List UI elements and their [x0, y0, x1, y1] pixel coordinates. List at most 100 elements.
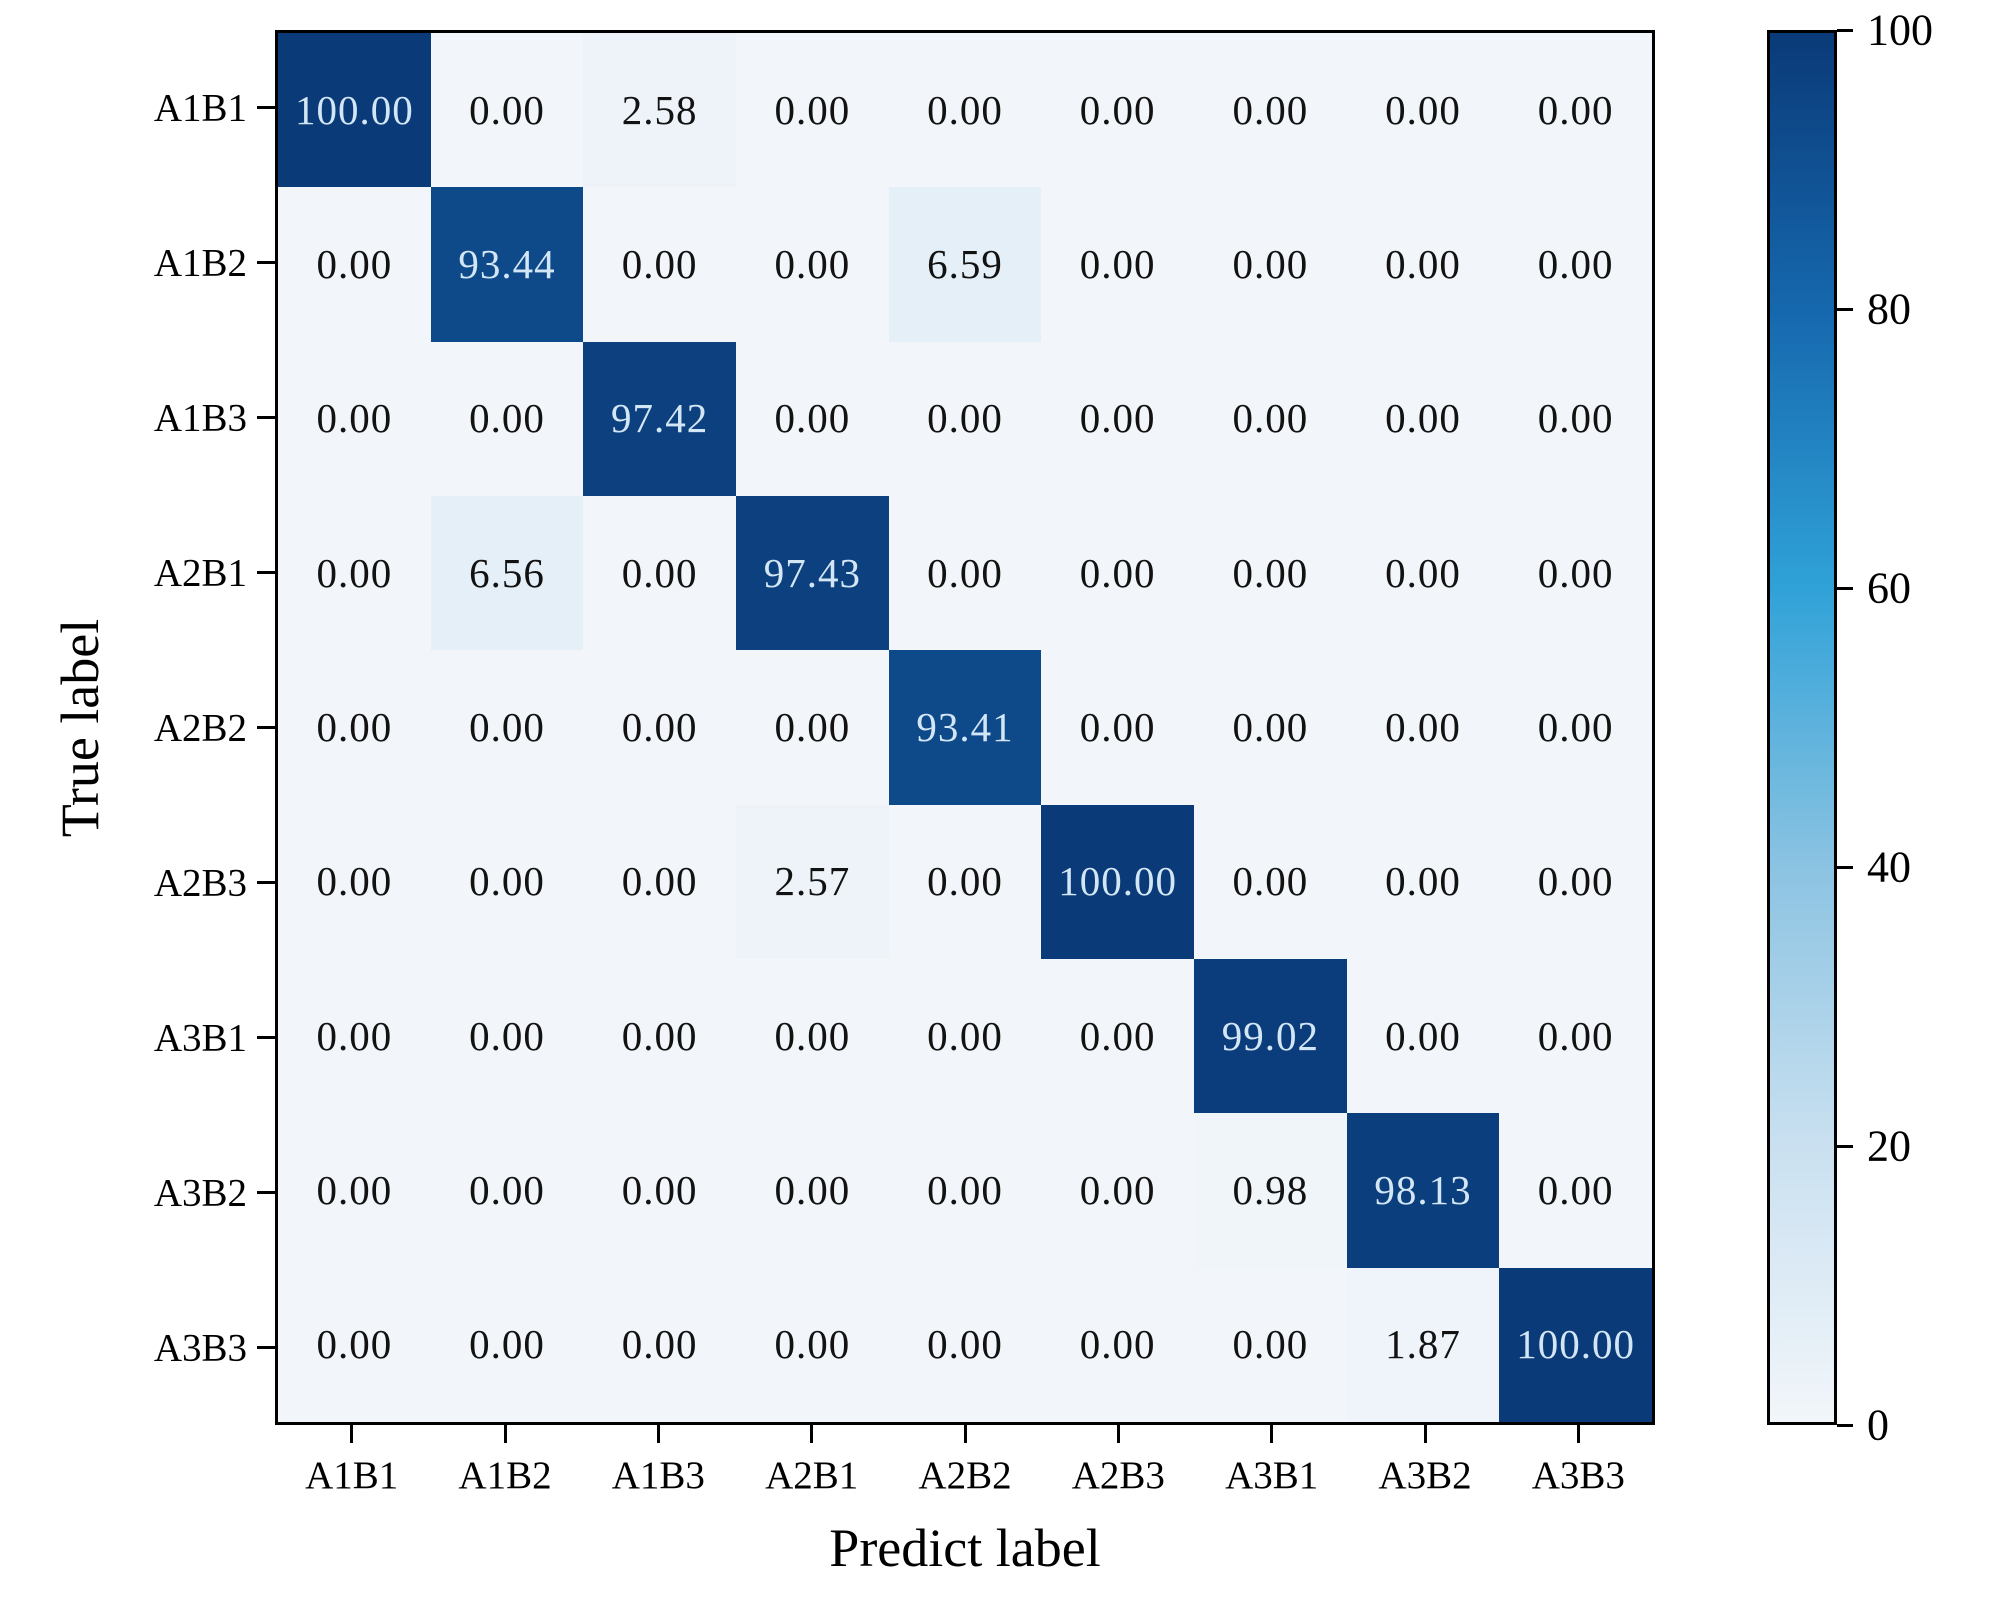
- matrix-cell: 0.00: [278, 1113, 431, 1268]
- matrix-cell: 0.00: [736, 958, 889, 1114]
- colorbar-tick-label: 40: [1867, 842, 1911, 892]
- matrix-cell: 93.41: [888, 650, 1042, 805]
- matrix-cell: 0.00: [736, 187, 889, 342]
- x-tick-label: A1B2: [458, 1454, 552, 1497]
- matrix-cell: 0.00: [1041, 1267, 1194, 1422]
- matrix-cell: 0.00: [1194, 804, 1347, 959]
- colorbar-tick-label: 0: [1867, 1400, 1889, 1450]
- matrix-cell: 0.00: [1041, 187, 1194, 342]
- matrix-cell: 100.00: [1499, 1267, 1652, 1422]
- x-tick-mark: [656, 1425, 660, 1443]
- y-tick-label: A1B2: [153, 241, 247, 284]
- matrix-cell: 0.00: [430, 804, 584, 959]
- matrix-cell: 0.00: [1499, 187, 1652, 342]
- y-tick-mark: [257, 1346, 275, 1349]
- y-tick-mark: [257, 416, 275, 419]
- y-tick-label: A1B3: [153, 396, 247, 439]
- x-tick-label: A3B1: [1225, 1454, 1319, 1497]
- matrix-cell: 0.00: [430, 958, 584, 1114]
- matrix-cell: 0.00: [583, 1113, 736, 1268]
- matrix-cell: 0.00: [1041, 341, 1194, 496]
- matrix-cell: 6.56: [430, 495, 584, 651]
- matrix-cell: 0.00: [736, 33, 889, 188]
- matrix-cell: 0.00: [278, 495, 431, 651]
- matrix-cell: 0.00: [1346, 187, 1500, 342]
- matrix-cell: 0.00: [1194, 33, 1347, 188]
- matrix-cell: 0.00: [736, 341, 889, 496]
- colorbar-tick-mark: [1837, 865, 1853, 869]
- x-tick-mark: [350, 1425, 354, 1443]
- matrix-cell: 0.00: [888, 341, 1042, 496]
- matrix-cell: 0.00: [1499, 1113, 1652, 1268]
- y-tick-mark: [257, 1036, 275, 1039]
- y-tick-label: A2B2: [153, 706, 247, 749]
- matrix-cell: 98.13: [1346, 1113, 1500, 1268]
- matrix-cell: 2.57: [736, 804, 889, 959]
- x-tick-mark: [963, 1425, 967, 1443]
- matrix-cell: 99.02: [1194, 958, 1347, 1114]
- x-tick-label: A3B2: [1378, 1454, 1472, 1497]
- colorbar-tick-label: 100: [1867, 5, 1933, 55]
- matrix-cell: 0.00: [1499, 650, 1652, 805]
- matrix-cell: 0.00: [583, 958, 736, 1114]
- matrix-cell: 0.00: [430, 33, 584, 188]
- matrix-cell: 100.00: [1041, 804, 1194, 959]
- x-axis-label: Predict label: [829, 1518, 1101, 1578]
- y-tick-mark: [257, 881, 275, 884]
- x-tick-label: A2B1: [765, 1454, 859, 1497]
- matrix-cell: 0.00: [888, 1267, 1042, 1422]
- matrix-cell: 0.00: [1346, 804, 1500, 959]
- colorbar-tick-label: 60: [1867, 563, 1911, 613]
- y-tick-label: A2B1: [153, 551, 247, 594]
- x-tick-mark: [810, 1425, 814, 1443]
- matrix-cell: 0.00: [1499, 495, 1652, 651]
- x-tick-mark: [1576, 1425, 1580, 1443]
- matrix-cell: 0.00: [736, 650, 889, 805]
- y-tick-label: A2B3: [153, 861, 247, 904]
- matrix-cell: 0.00: [278, 804, 431, 959]
- matrix-cell: 93.44: [430, 187, 584, 342]
- matrix-cell: 0.00: [583, 495, 736, 651]
- x-tick-mark: [503, 1425, 507, 1443]
- y-tick-label: A1B1: [153, 86, 247, 129]
- matrix-cell: 100.00: [278, 33, 431, 188]
- matrix-cell: 0.00: [583, 804, 736, 959]
- matrix-cell: 0.00: [1499, 804, 1652, 959]
- matrix-cell: 0.00: [1346, 650, 1500, 805]
- matrix-cell: 0.00: [888, 33, 1042, 188]
- colorbar-tick-mark: [1837, 28, 1853, 32]
- matrix-cell: 0.00: [736, 1267, 889, 1422]
- x-tick-mark: [1423, 1425, 1427, 1443]
- matrix-cell: 97.42: [583, 341, 736, 496]
- matrix-cell: 0.00: [583, 650, 736, 805]
- colorbar-tick-label: 80: [1867, 284, 1911, 334]
- matrix-cell: 0.00: [278, 341, 431, 496]
- x-tick-mark: [1270, 1425, 1274, 1443]
- colorbar-tick-label: 20: [1867, 1121, 1911, 1171]
- matrix-cell: 0.00: [430, 341, 584, 496]
- matrix-cell: 0.00: [888, 958, 1042, 1114]
- y-tick-label: A3B3: [153, 1326, 247, 1369]
- matrix-cell: 0.00: [1041, 650, 1194, 805]
- matrix-cell: 0.00: [278, 187, 431, 342]
- heatmap-plot-area: 100.00 0.00 2.58 0.00 0.00 0.00 0.00 0.00 0.00 0.…: [275, 30, 1655, 1425]
- matrix-cell: 0.00: [430, 650, 584, 805]
- x-tick-mark: [1116, 1425, 1120, 1443]
- colorbar-tick-mark: [1837, 586, 1853, 590]
- y-tick-mark: [257, 106, 275, 109]
- matrix-cell: 0.00: [1346, 33, 1500, 188]
- matrix-cell: 0.00: [1194, 495, 1347, 651]
- matrix-cell: 2.58: [583, 33, 736, 188]
- colorbar-tick-mark: [1837, 1423, 1853, 1427]
- y-tick-mark: [257, 726, 275, 729]
- matrix-cell: 0.00: [1346, 958, 1500, 1114]
- matrix-cell: 0.00: [583, 1267, 736, 1422]
- x-tick-label: A3B3: [1531, 1454, 1625, 1497]
- matrix-cell: 0.00: [888, 1113, 1042, 1268]
- y-tick-label: A3B1: [153, 1016, 247, 1059]
- matrix-cell: 0.00: [1041, 958, 1194, 1114]
- matrix-cell: 0.00: [1499, 341, 1652, 496]
- matrix-cell: 0.00: [1194, 1267, 1347, 1422]
- x-tick-label: A1B1: [305, 1454, 399, 1497]
